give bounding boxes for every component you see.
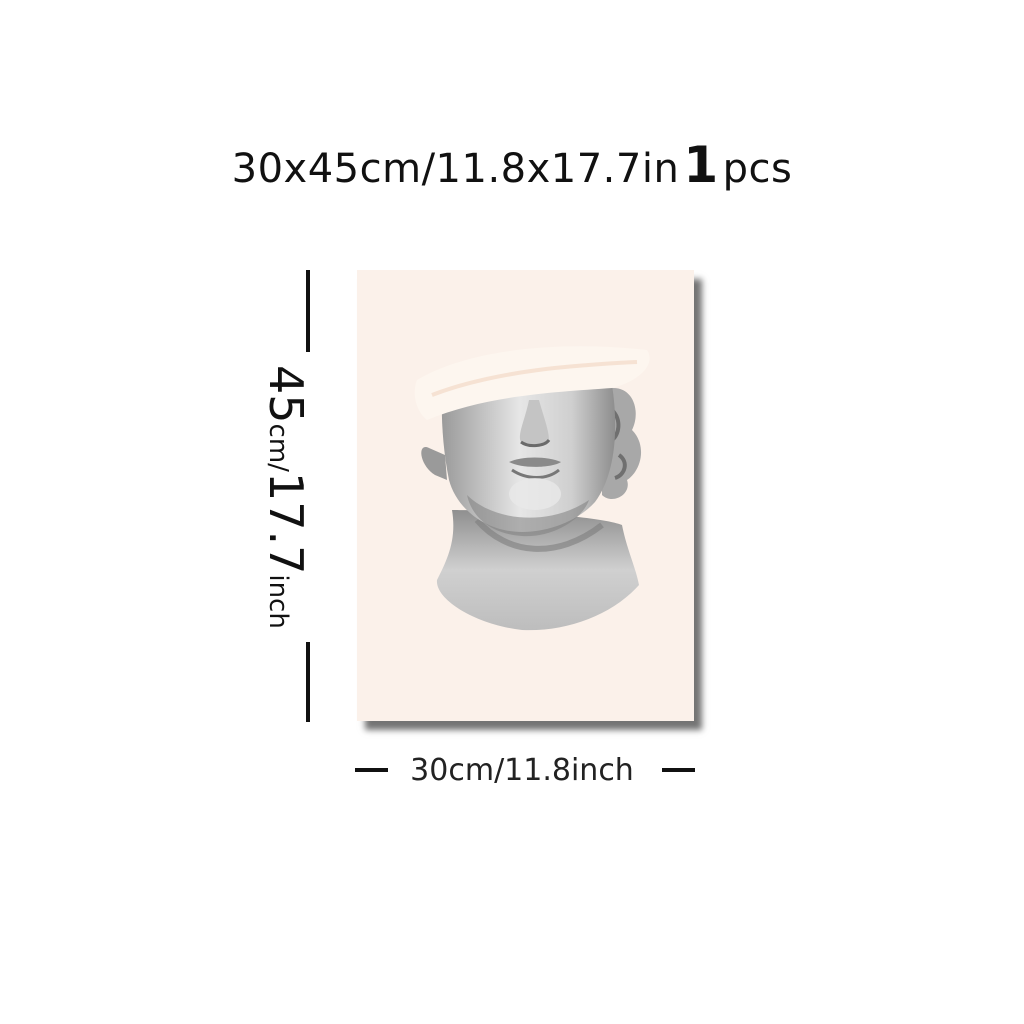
canvas-print	[357, 270, 694, 721]
statue-ear	[421, 447, 447, 480]
height-unit: cm/	[263, 423, 293, 472]
quantity-number: 1	[683, 136, 719, 194]
height-imperial-unit: inch	[263, 574, 293, 629]
height-imperial-value: 17.7	[259, 471, 313, 575]
quantity-unit: pcs	[722, 146, 793, 192]
size-text: 30x45cm/11.8x17.7in	[231, 146, 680, 192]
statue-neck	[436, 510, 639, 631]
height-dimension-line-top	[306, 270, 310, 352]
height-dimension-label: 45cm/17.7inch	[259, 365, 313, 629]
width-dimension-line-right	[662, 768, 695, 772]
width-dimension-label: 30cm/11.8inch	[410, 753, 634, 788]
height-value: 45	[259, 365, 313, 424]
statue-artwork	[414, 346, 650, 631]
width-dimension-line-left	[355, 768, 388, 772]
height-dimension-line-bottom	[306, 642, 310, 722]
product-size-title: 30x45cm/11.8x17.7in1 pcs	[0, 138, 1024, 196]
